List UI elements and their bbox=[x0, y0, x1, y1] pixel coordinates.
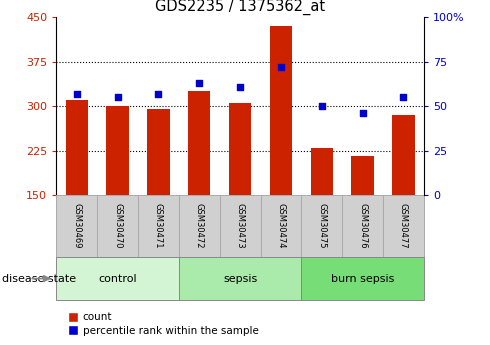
Legend: count, percentile rank within the sample: count, percentile rank within the sample bbox=[64, 308, 263, 340]
FancyBboxPatch shape bbox=[179, 257, 301, 300]
FancyBboxPatch shape bbox=[301, 257, 424, 300]
FancyBboxPatch shape bbox=[138, 195, 179, 257]
Text: GSM30470: GSM30470 bbox=[113, 203, 122, 249]
Point bbox=[236, 84, 244, 89]
Bar bbox=[351, 156, 374, 195]
Bar bbox=[392, 115, 415, 195]
FancyBboxPatch shape bbox=[97, 195, 138, 257]
Text: GSM30472: GSM30472 bbox=[195, 203, 204, 249]
Point bbox=[154, 91, 162, 96]
Text: GSM30477: GSM30477 bbox=[399, 203, 408, 249]
Bar bbox=[66, 100, 88, 195]
Point bbox=[73, 91, 81, 96]
FancyBboxPatch shape bbox=[301, 195, 342, 257]
Text: GSM30476: GSM30476 bbox=[358, 203, 367, 249]
Point bbox=[196, 80, 203, 86]
Text: GSM30471: GSM30471 bbox=[154, 203, 163, 249]
FancyBboxPatch shape bbox=[383, 195, 424, 257]
Point bbox=[277, 64, 285, 70]
Bar bbox=[270, 26, 292, 195]
Bar bbox=[311, 148, 333, 195]
FancyBboxPatch shape bbox=[261, 195, 301, 257]
FancyBboxPatch shape bbox=[342, 195, 383, 257]
Bar bbox=[106, 106, 129, 195]
Bar bbox=[147, 109, 170, 195]
Text: GSM30473: GSM30473 bbox=[236, 203, 245, 249]
Text: sepsis: sepsis bbox=[223, 274, 257, 284]
Point bbox=[359, 110, 367, 116]
FancyBboxPatch shape bbox=[220, 195, 261, 257]
FancyBboxPatch shape bbox=[56, 195, 97, 257]
Point bbox=[318, 104, 326, 109]
Point bbox=[399, 95, 407, 100]
FancyBboxPatch shape bbox=[56, 257, 179, 300]
Bar bbox=[188, 91, 211, 195]
Text: GSM30475: GSM30475 bbox=[317, 203, 326, 249]
Title: GDS2235 / 1375362_at: GDS2235 / 1375362_at bbox=[155, 0, 325, 14]
Text: disease state: disease state bbox=[2, 274, 76, 284]
FancyBboxPatch shape bbox=[179, 195, 220, 257]
Bar bbox=[229, 103, 251, 195]
Point bbox=[114, 95, 122, 100]
Text: GSM30474: GSM30474 bbox=[276, 203, 286, 249]
Text: burn sepsis: burn sepsis bbox=[331, 274, 394, 284]
Text: control: control bbox=[98, 274, 137, 284]
Text: GSM30469: GSM30469 bbox=[72, 203, 81, 249]
